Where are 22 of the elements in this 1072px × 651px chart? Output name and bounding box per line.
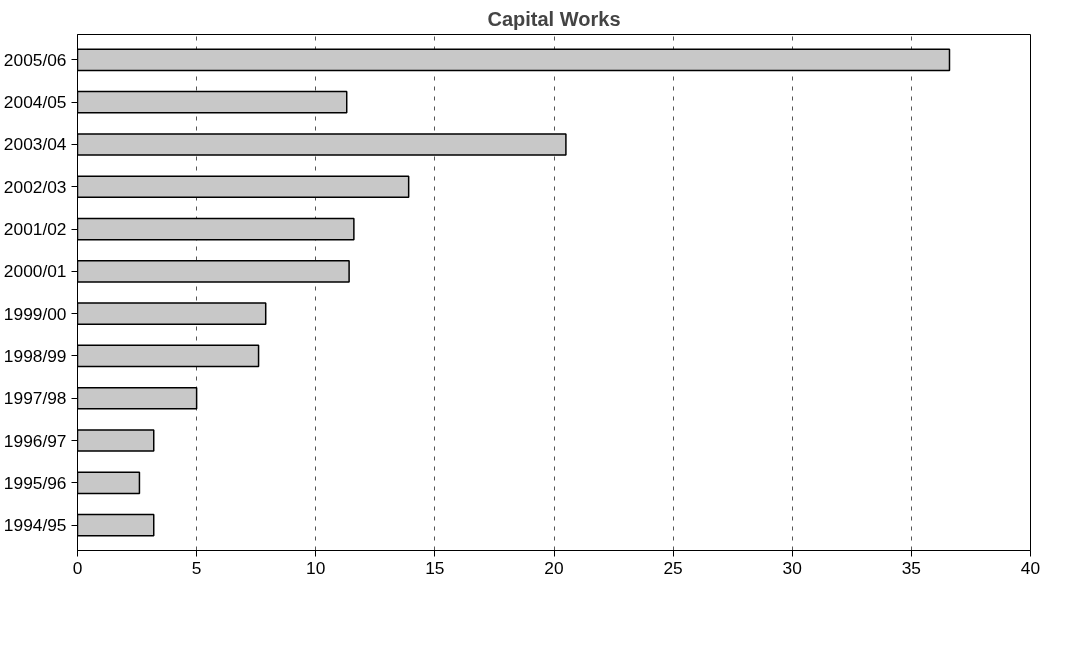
x-tick-label: 25 (663, 557, 683, 578)
x-tick-label: 5 (191, 557, 202, 578)
y-tick-label: 1997/98 (3, 388, 67, 409)
x-tick-label: 0 (72, 557, 83, 578)
y-tick-label: 2000/01 (3, 261, 67, 282)
y-tick-label: 2003/04 (3, 134, 67, 155)
y-tick-label: 1996/97 (3, 430, 67, 451)
chart-title: Capital Works (487, 7, 621, 30)
y-tick-label: 2002/03 (3, 176, 67, 197)
x-tick-label: 20 (544, 557, 564, 578)
x-tick-label: 40 (1020, 557, 1041, 578)
y-tick-label: 2001/02 (3, 219, 67, 240)
x-tick-label: 10 (306, 557, 326, 578)
y-tick-label: 1999/00 (3, 303, 67, 324)
x-tick-label: 35 (901, 557, 922, 578)
x-tick-label: 15 (425, 557, 445, 578)
y-tick-label: 1994/95 (3, 515, 67, 536)
y-tick-label: 1998/99 (3, 345, 67, 366)
y-tick-label: 2004/05 (3, 92, 67, 113)
x-tick-label: 30 (782, 557, 802, 578)
y-tick-label: 2005/06 (3, 49, 67, 70)
y-tick-label: 1995/96 (3, 472, 67, 493)
